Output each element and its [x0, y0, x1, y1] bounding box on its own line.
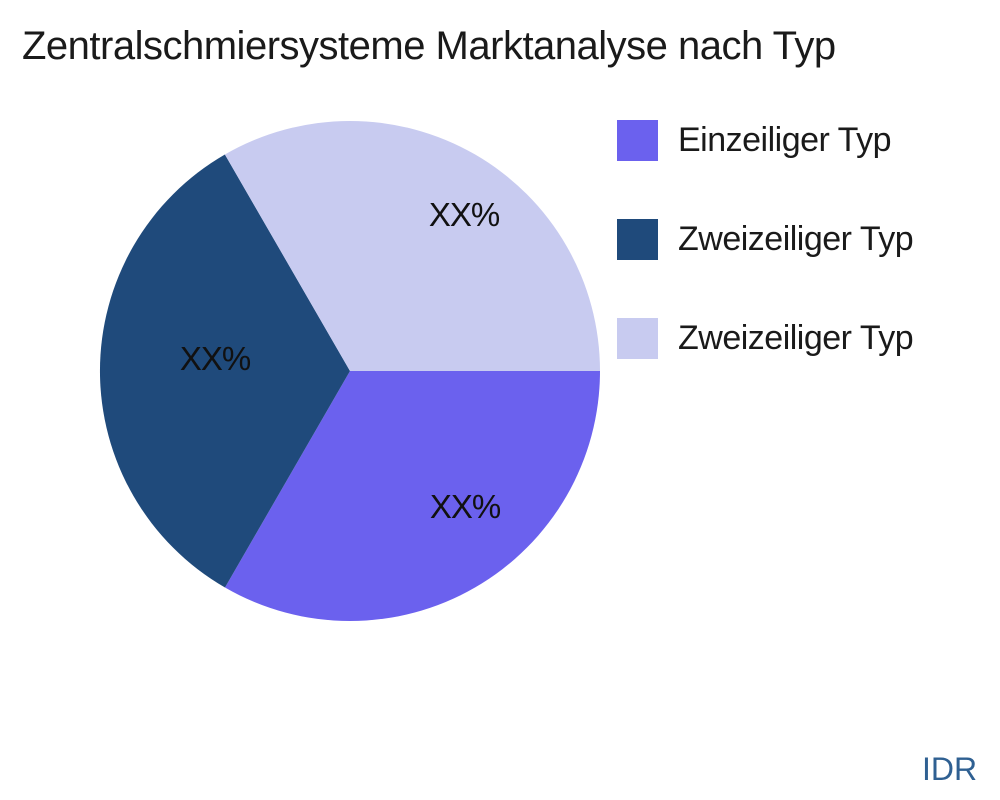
pie-percent-label: XX% [430, 488, 501, 525]
legend-label: Zweizeiliger Typ [678, 220, 914, 258]
watermark-text: IDR [922, 751, 978, 787]
pie-slice-1 [99, 154, 350, 588]
pie-slice-2 [224, 120, 601, 372]
legend-swatch [617, 120, 658, 161]
pie-percent-label: XX% [180, 340, 251, 377]
legend-swatch [617, 318, 658, 359]
pie-percent-label: XX% [429, 196, 500, 233]
legend: Einzeiliger Typ Zweizeiliger Typ Zweizeili… [617, 120, 914, 359]
legend-label: Zweizeiliger Typ [678, 319, 914, 357]
chart-title: Zentralschmiersysteme Marktanalyse nach … [22, 24, 836, 68]
pie-slice-0 [225, 371, 600, 621]
legend-item: Zweizeiliger Typ [617, 219, 914, 260]
legend-item: Einzeiliger Typ [617, 120, 913, 161]
legend-label: Einzeiliger Typ [678, 121, 892, 159]
legend-item: Zweizeiliger Typ [617, 318, 914, 359]
legend-swatch [617, 219, 658, 260]
